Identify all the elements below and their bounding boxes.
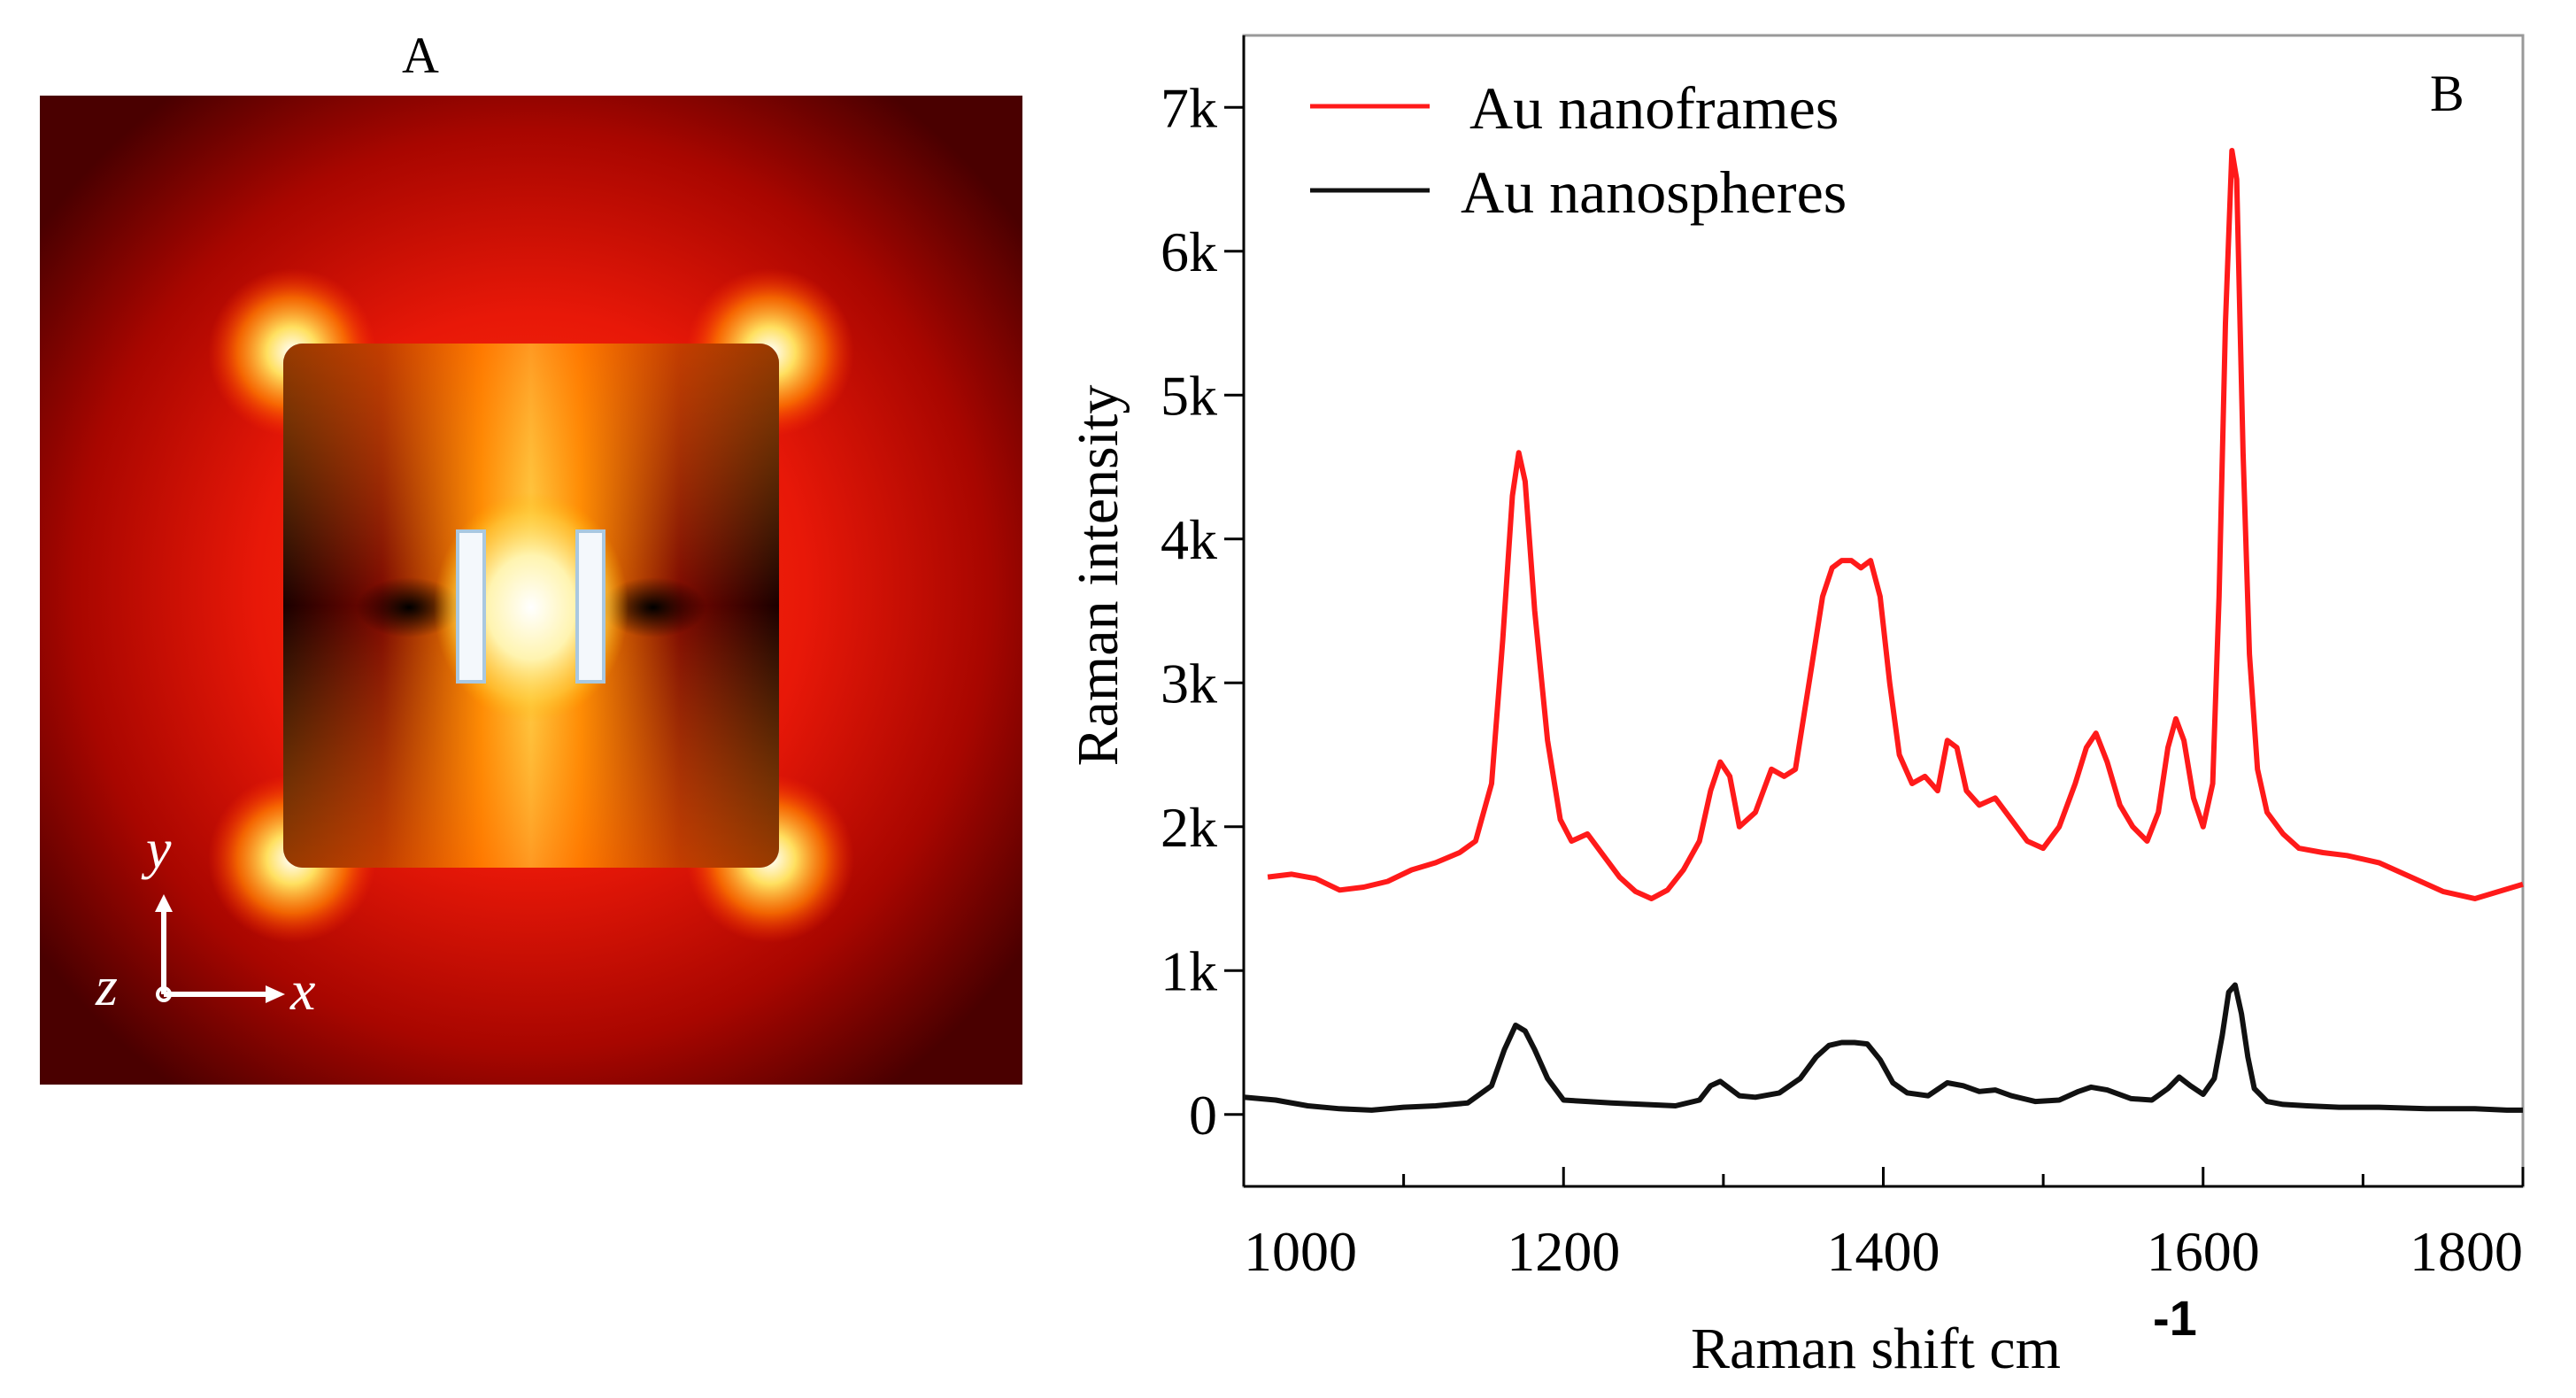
- x-tick-label: 1800: [2410, 1220, 2523, 1283]
- y-tick-label: 5k: [1161, 364, 1217, 427]
- y-tick-label: 6k: [1161, 220, 1217, 283]
- z-axis-letter: z: [95, 954, 118, 1017]
- y-axis-title: Raman intensity: [1066, 385, 1130, 767]
- x-axis-title-superscript: -1: [2153, 1290, 2197, 1346]
- y-tick-label: 0: [1189, 1084, 1217, 1147]
- y-tick-label: 2k: [1161, 796, 1217, 859]
- x-tick-label: 1200: [1507, 1220, 1620, 1283]
- y-ticks: 0 1k 2k 3k 4k 5k 6k 7k: [1161, 76, 1244, 1147]
- frame-bar-right: [575, 529, 605, 684]
- legend-label-nanoframes: Au nanoframes: [1469, 74, 1839, 142]
- y-tick-label: 1k: [1161, 939, 1217, 1002]
- frame-bar-left: [456, 529, 486, 684]
- panel-a-label: A: [402, 27, 439, 84]
- legend-label-nanospheres: Au nanospheres: [1461, 158, 1847, 226]
- series-layer: [1243, 148, 2524, 1113]
- y-tick-label: 4k: [1161, 508, 1217, 571]
- x-arrowhead-icon: [266, 985, 285, 1003]
- y-arrowhead-icon: [155, 894, 173, 912]
- panel-b-label: B: [2430, 65, 2464, 122]
- series-line-nanoframes: [1267, 148, 2524, 901]
- z-axis-dot-icon: [156, 986, 172, 1002]
- y-tick-label: 7k: [1161, 76, 1217, 139]
- legend: Au nanoframes Au nanospheres: [1310, 74, 1847, 226]
- x-axis-letter: x: [289, 959, 315, 1022]
- x-tick-label: 1600: [2147, 1220, 2260, 1283]
- x-ticks: 1000 1200 1400 1600 1800: [1242, 1167, 2525, 1283]
- field-map: [40, 96, 1022, 1085]
- x-tick-label: 1000: [1244, 1220, 1357, 1283]
- raman-chart: B 0 1k 2k 3k 4k 5k 6k 7k 1000 1200 1400 1600 1800 A…: [1066, 34, 2525, 1381]
- series-line-nanospheres: [1243, 982, 2523, 1113]
- coordinate-axes: y z x: [95, 817, 315, 1022]
- y-axis-letter: y: [141, 817, 172, 880]
- x-tick-label: 1400: [1827, 1220, 1940, 1283]
- y-tick-label: 3k: [1161, 652, 1217, 714]
- x-axis-title: Raman shift cm: [1691, 1317, 2061, 1381]
